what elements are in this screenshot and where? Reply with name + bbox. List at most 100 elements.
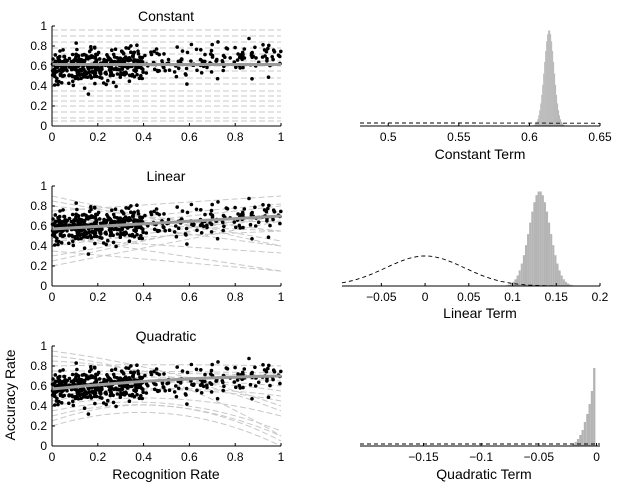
data-point [114,404,118,409]
data-point [144,71,149,75]
data-point [247,36,251,41]
y-tick-label: 1 [40,19,47,33]
data-point [74,361,78,365]
data-point [232,380,237,384]
x-tick-label: 0.4 [135,290,152,304]
data-point [253,384,258,388]
data-point [71,403,76,408]
data-point [111,400,116,405]
x-tick-label: 0 [49,290,56,304]
posterior-draw-0 [51,215,282,257]
x-tick-label: 1 [278,290,285,304]
x-tick-label: 0.8 [227,290,244,304]
data-point [123,55,128,59]
data-point [63,58,68,62]
data-point [129,44,133,48]
data-point [55,383,60,388]
data-point [215,396,220,401]
data-point [163,228,167,233]
data-point [82,379,87,383]
data-point [56,242,60,247]
data-point [250,237,254,241]
data-point [184,66,189,71]
data-point [195,228,199,233]
data-point [253,365,257,370]
data-point [120,227,125,231]
data-point [67,216,72,221]
data-point [126,366,131,371]
scatter-quadratic-panel: 0 0.2 0.4 0.6 0.8 1 0 0.2 0.4 0.6 0.8 1 Quadratic [30,328,284,464]
data-point [71,243,76,248]
data-point [221,53,226,58]
data-point [89,367,93,372]
data-point [71,79,75,84]
data-point [65,68,69,73]
data-point [175,205,179,209]
y-tick-label: 0.6 [30,219,47,233]
data-point [199,208,203,212]
data-point [140,76,144,81]
data-point [107,57,112,61]
x-tick-label: 0.4 [135,450,152,464]
histogram-bar [524,245,528,286]
data-point [57,380,61,384]
data-point [166,57,171,62]
y-tick-label: 0.8 [30,39,47,53]
data-point [242,207,247,211]
data-point [237,223,242,228]
x-tick-label: 0.6 [181,130,198,144]
data-point [55,223,60,228]
histogram-bar [588,404,591,446]
data-point [93,241,97,246]
data-point [92,232,97,236]
data-point [99,72,103,76]
data-point [73,76,78,81]
data-point [140,375,145,380]
data-point [94,68,98,72]
data-point [75,58,79,63]
data-point [184,226,189,231]
axes: 0.5 0.55 0.6 0.65 [360,123,612,144]
data-point [106,78,110,83]
data-point [157,389,161,393]
data-point [113,367,118,372]
data-point [267,43,271,48]
data-point [210,215,215,219]
data-point [201,224,206,229]
data-point [93,215,98,220]
data-point [174,224,178,228]
data-point [185,402,189,406]
y-tick-label: 0 [40,439,47,453]
data-point [59,223,64,227]
data-point [61,368,65,372]
data-point [70,52,75,57]
data-point [107,377,112,381]
histogram-bar [561,121,563,126]
data-point [82,212,86,217]
y-tick-label: 0.6 [30,59,47,73]
data-point [130,374,135,379]
data-point [221,228,225,233]
data-point [115,72,120,76]
data-point [54,69,58,73]
data-point [209,390,214,394]
data-point [209,382,214,387]
histogram-bar [516,275,519,286]
data-point [250,370,254,375]
histogram-bar [552,245,555,286]
data-point [248,382,253,387]
data-point [122,218,127,223]
data-point [89,365,93,369]
data-point [88,390,92,394]
data-point [127,399,132,404]
data-point [176,66,181,71]
data-point [175,365,179,369]
data-point [192,222,196,227]
data-point [118,393,123,397]
histogram-bar [539,110,541,126]
posterior-draw-16 [51,237,282,254]
data-point [140,59,144,63]
histogram-bar [553,62,555,126]
data-point [62,393,66,398]
y-axis-label: Accuracy Rate [2,349,18,440]
